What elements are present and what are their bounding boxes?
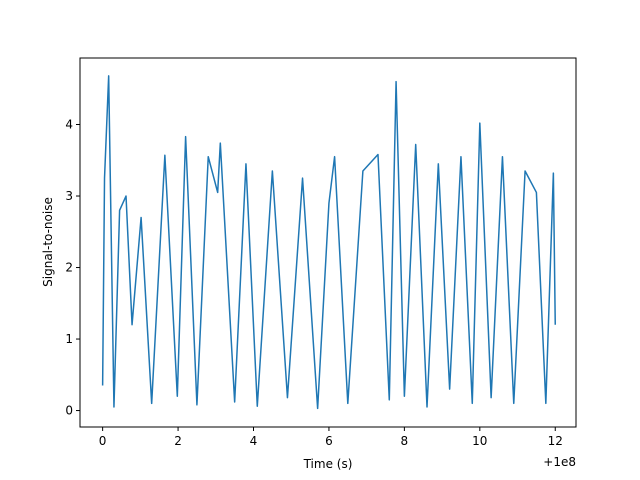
- series-line-0: [101, 75, 556, 410]
- y-tick-label: 1: [65, 332, 73, 346]
- plot-area: [101, 75, 556, 410]
- y-tick-label: 3: [65, 189, 73, 203]
- x-tick-label: 2: [174, 434, 182, 448]
- y-axis-label: Signal-to-noise: [41, 197, 55, 287]
- x-tick-label: 0: [99, 434, 107, 448]
- x-axis-label: Time (s): [303, 457, 353, 471]
- axes-frame: [79, 57, 577, 428]
- y-tick-label: 0: [65, 404, 73, 418]
- x-tick-label: 8: [401, 434, 409, 448]
- x-axis: 0 2 4 6 8 10 12: [99, 427, 563, 448]
- y-tick-label: 4: [65, 118, 73, 132]
- x-tick-label: 12: [548, 434, 563, 448]
- x-tick-label: 10: [472, 434, 487, 448]
- x-axis-offset-label: +1e8: [543, 455, 576, 469]
- x-tick-label: 6: [325, 434, 333, 448]
- y-axis: 0 1 2 3 4: [65, 118, 80, 418]
- y-tick-label: 2: [65, 261, 73, 275]
- x-tick-label: 4: [250, 434, 258, 448]
